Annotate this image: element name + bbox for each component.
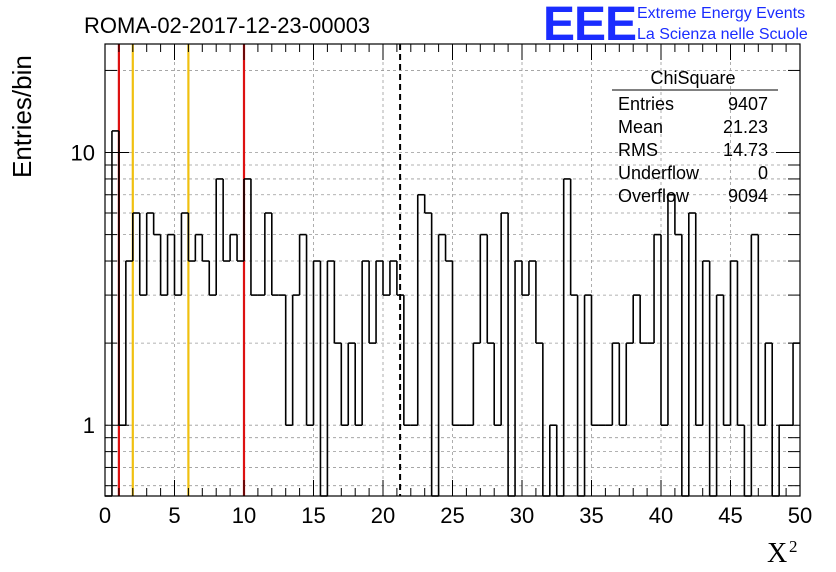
histogram-series [105, 130, 800, 497]
y-axis: 1 10 [71, 69, 800, 487]
stats-box: ChiSquare Entries 9407 Mean 21.23 RMS 14.73 Un… [612, 68, 778, 206]
chart-title: ROMA-02-2017-12-23-00003 [84, 13, 370, 38]
stats-row-value: 0 [758, 163, 768, 183]
stats-box-title: ChiSquare [650, 68, 735, 88]
x-axis-title-superscript: 2 [789, 537, 798, 556]
x-tick-label: 25 [440, 503, 464, 528]
x-axis-title: X 2 [767, 537, 798, 569]
x-tick-label: 10 [232, 503, 256, 528]
eee-logo-text: EEE [543, 0, 636, 51]
eee-logo-line1: Extreme Energy Events [637, 5, 805, 22]
stats-row-label: Mean [618, 117, 663, 137]
x-tick-label: 35 [579, 503, 603, 528]
x-tick-label: 5 [168, 503, 180, 528]
x-axis-title-base: X [767, 538, 787, 569]
x-tick-label: 20 [371, 503, 395, 528]
stats-row-value: 14.73 [723, 140, 768, 160]
eee-logo-line2: La Scienza nelle Scuole [637, 26, 808, 43]
eee-logo: EEE Extreme Energy Events La Scienza nel… [543, 0, 808, 51]
stats-row-label: Overflow [618, 186, 690, 206]
y-tick-label: 10 [71, 141, 95, 166]
stats-row-label: Entries [618, 94, 674, 114]
stats-row-value: 9094 [728, 186, 768, 206]
x-tick-label: 40 [649, 503, 673, 528]
y-tick-label: 1 [83, 413, 95, 438]
y-axis-title: Entries/bin [7, 55, 37, 178]
stats-row-value: 21.23 [723, 117, 768, 137]
x-tick-label: 45 [718, 503, 742, 528]
stats-row-value: 9407 [728, 94, 768, 114]
x-tick-label: 15 [301, 503, 325, 528]
x-tick-label: 30 [510, 503, 534, 528]
x-tick-label: 0 [99, 503, 111, 528]
x-axis: 0 5 10 15 20 25 30 35 40 45 50 [99, 44, 812, 528]
stats-row-label: RMS [618, 140, 658, 160]
x-tick-label: 50 [788, 503, 812, 528]
stats-row-label: Underflow [618, 163, 700, 183]
